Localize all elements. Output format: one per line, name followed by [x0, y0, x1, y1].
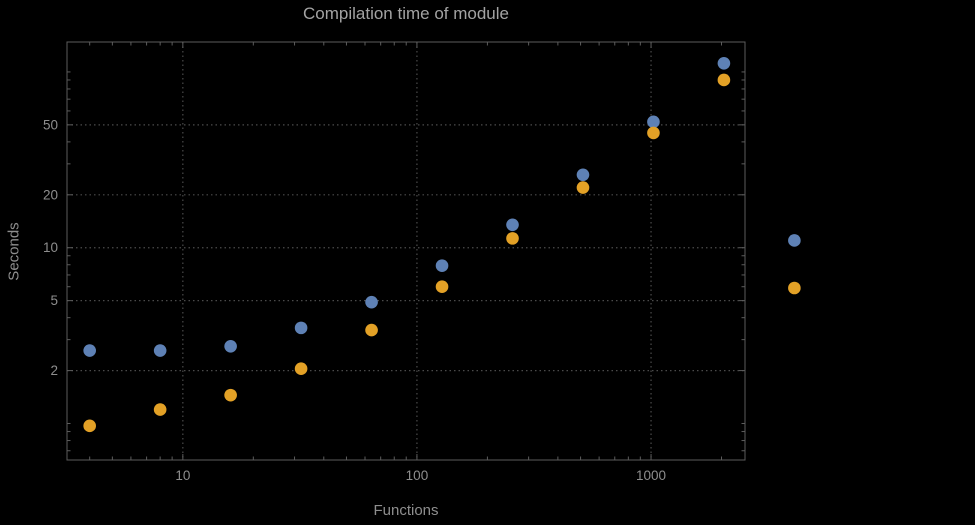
data-point-blue [576, 168, 590, 182]
data-point-orange [294, 362, 308, 376]
data-point-blue [717, 56, 731, 70]
data-point-orange [224, 388, 237, 402]
y-axis-label: Seconds [5, 222, 23, 281]
data-point-blue [365, 295, 378, 309]
y-tick-label: 2 [50, 363, 58, 378]
data-point-orange [647, 126, 660, 140]
data-point-blue [224, 339, 237, 353]
data-point-orange [717, 73, 731, 87]
data-point-orange [153, 403, 167, 416]
plot-frame [66, 41, 746, 461]
data-point-orange [435, 280, 449, 294]
data-point-orange [83, 419, 96, 433]
data-point-blue [83, 344, 96, 357]
y-tick-label: 50 [43, 117, 58, 132]
data-point-blue [788, 234, 801, 247]
x-tick-label: 100 [406, 468, 429, 483]
y-tick-label: 5 [50, 293, 58, 308]
data-point-blue [435, 259, 449, 273]
data-point-blue [506, 218, 519, 232]
data-point-orange [365, 323, 378, 337]
data-point-orange [506, 232, 519, 245]
y-tick-label: 10 [43, 240, 58, 255]
data-point-blue [153, 344, 167, 357]
x-tick-label: 10 [175, 468, 190, 483]
data-point-blue [294, 321, 308, 335]
data-point-blue [647, 115, 660, 129]
data-point-orange [576, 181, 590, 194]
y-tick-label: 20 [43, 187, 58, 202]
chart-title: Compilation time of module [303, 4, 509, 23]
data-point-orange [788, 281, 801, 295]
x-tick-label: 1000 [636, 468, 666, 483]
x-axis-label: Functions [373, 502, 439, 519]
